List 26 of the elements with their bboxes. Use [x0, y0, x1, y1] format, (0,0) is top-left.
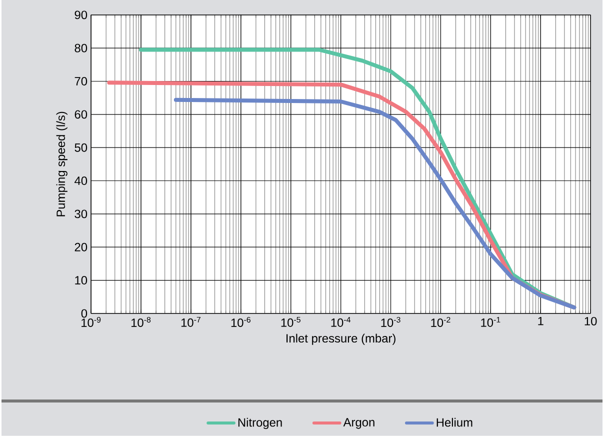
y-tick-label: 40	[74, 176, 88, 186]
x-tick-label: 10$^{-5}$	[281, 317, 300, 327]
y-tick-label: 20	[74, 242, 88, 252]
y-tick-label: 60	[74, 110, 88, 119]
y-tick-label: 0	[81, 309, 88, 318]
x-tick-label: 10$^{-6}$	[231, 317, 250, 328]
x-tick-label: 10$^{-1}$	[481, 317, 500, 327]
y-tick-label: 70	[74, 77, 88, 86]
y-tick-label: 90	[74, 10, 88, 20]
x-axis-title: Inlet pressure (mbar)	[286, 334, 396, 346]
x-tick-label: 10$^{-9}$	[82, 317, 101, 328]
y-tick-label: 50	[74, 143, 88, 152]
y-tick-label: 30	[74, 210, 88, 218]
x-tick-label: 10$^{-4}$	[331, 317, 351, 327]
x-tick-label: 10$^{-2}$	[431, 317, 450, 328]
legend-label: Helium	[436, 418, 472, 427]
x-tick-label: 10$^{-3}$	[381, 317, 400, 328]
legend-label: Argon	[343, 418, 374, 429]
legend-label: Nitrogen	[238, 418, 282, 430]
y-axis-title: Pumping speed (l/s)	[56, 112, 68, 216]
x-tick-label: 10$^{-7}$	[181, 317, 200, 327]
x-tick-label: 10$^{-8}$	[131, 317, 151, 328]
x-tick-label: 1	[538, 317, 544, 326]
x-tick-label: 10	[584, 317, 597, 326]
y-tick-label: 80	[74, 44, 88, 52]
y-tick-label: 10	[75, 276, 88, 285]
